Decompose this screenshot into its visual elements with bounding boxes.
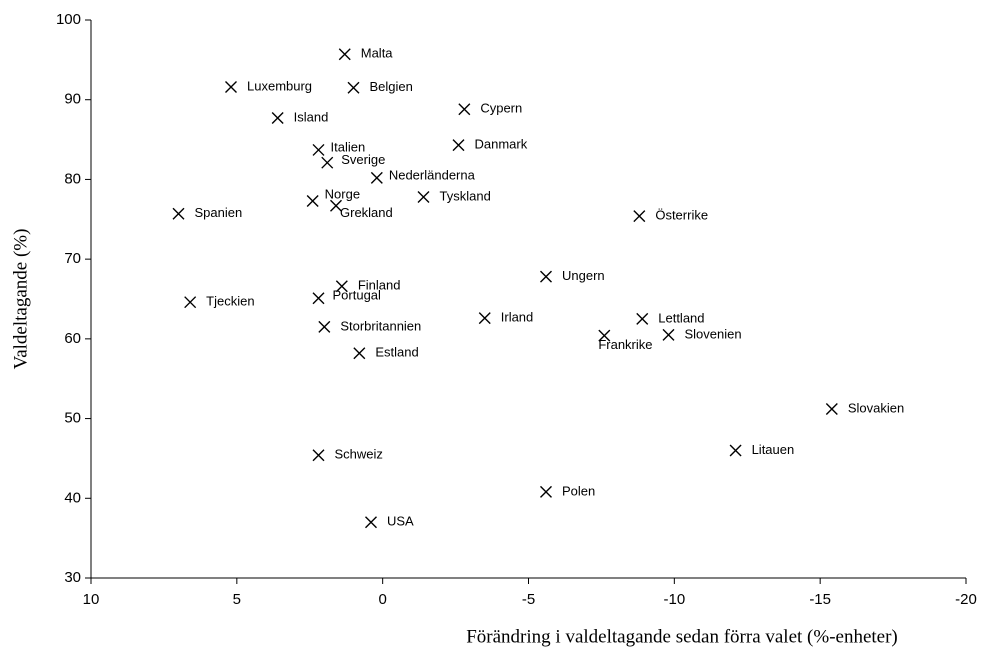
point-label: Slovenien (685, 326, 742, 341)
marker (347, 81, 360, 94)
point-label: Belgien (370, 79, 413, 94)
y-tick-label: 50 (64, 410, 81, 427)
marker (306, 194, 319, 207)
y-tick-label: 90 (64, 91, 81, 108)
x-tick-label: -10 (663, 591, 685, 608)
point-label: USA (387, 514, 414, 529)
marker (452, 139, 465, 152)
point-label: Sverige (341, 152, 385, 167)
marker (458, 103, 471, 116)
point-label: Tyskland (440, 188, 491, 203)
point-label: Österrike (655, 208, 708, 223)
marker (478, 312, 491, 325)
marker (172, 207, 185, 220)
marker (598, 329, 611, 342)
marker (370, 171, 383, 184)
x-tick-label: 10 (83, 591, 100, 608)
marker (184, 296, 197, 309)
point-label: Grekland (340, 205, 393, 220)
point-label: Estland (375, 345, 418, 360)
y-tick-label: 30 (64, 569, 81, 586)
marker (540, 270, 552, 283)
point-label: Finland (358, 278, 401, 293)
marker (338, 48, 351, 61)
point-label: Danmark (475, 137, 528, 152)
y-tick-label: 80 (64, 170, 81, 187)
y-tick-label: 60 (64, 330, 81, 347)
point-label: Polen (562, 483, 595, 498)
marker (321, 156, 334, 169)
marker (312, 292, 325, 305)
marker (825, 403, 838, 416)
marker (729, 444, 742, 457)
marker (330, 199, 342, 212)
point-label: Irland (501, 310, 534, 325)
point-label: Tjeckien (206, 294, 254, 309)
point-label: Island (294, 109, 329, 124)
y-tick-label: 40 (64, 489, 81, 506)
marker (417, 190, 430, 203)
y-axis-title: Valdeltagande (%) (10, 229, 31, 370)
point-label: Norge (325, 186, 360, 201)
marker (318, 320, 331, 333)
point-label: Spanien (195, 205, 243, 220)
x-tick-label: 0 (378, 591, 386, 608)
x-axis-title: Förändring i valdeltagande sedan förra v… (466, 626, 898, 647)
marker (636, 312, 649, 325)
point-label: Luxemburg (247, 78, 312, 93)
marker (540, 485, 552, 498)
marker (225, 80, 237, 93)
marker (312, 449, 325, 462)
point-label: Lettland (658, 310, 704, 325)
y-tick-label: 70 (64, 250, 81, 267)
point-label: Schweiz (335, 447, 383, 462)
x-tick-label: 5 (233, 591, 241, 608)
point-label: Portugal (333, 288, 382, 303)
point-label: Storbritannien (340, 318, 421, 333)
marker (335, 280, 348, 293)
x-tick-label: -15 (809, 591, 831, 608)
marker (662, 328, 675, 341)
marker (312, 143, 325, 156)
marker (633, 210, 646, 223)
y-tick-label: 100 (56, 11, 81, 28)
x-tick-label: -5 (522, 591, 535, 608)
point-label: Litauen (752, 442, 795, 457)
point-label: Frankrike (598, 337, 652, 352)
point-label: Malta (361, 46, 394, 61)
marker (353, 347, 366, 360)
point-label: Nederländerna (389, 167, 476, 182)
point-label: Slovakien (848, 400, 904, 415)
point-label: Cypern (480, 101, 522, 116)
point-label: Italien (331, 139, 366, 154)
point-label: Ungern (562, 268, 605, 283)
x-tick-label: -20 (955, 591, 977, 608)
marker (365, 516, 377, 529)
marker (271, 112, 284, 125)
